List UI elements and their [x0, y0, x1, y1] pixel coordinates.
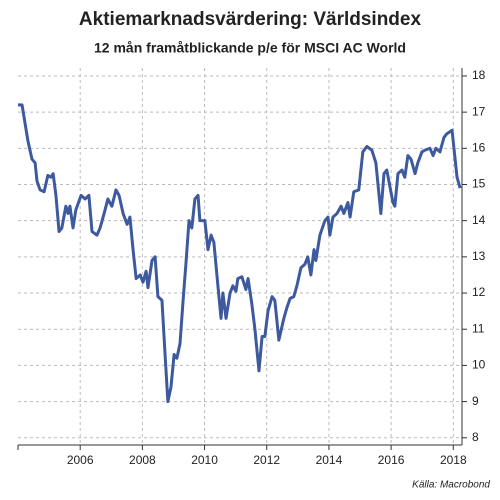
x-tick-label: 2012	[253, 453, 280, 467]
data-line	[18, 103, 462, 404]
x-tick-label: 2008	[129, 453, 156, 467]
y-tick-label: 13	[472, 249, 486, 263]
chart-subtitle: 12 mån framåtblickande p/e för MSCI AC W…	[94, 40, 406, 56]
y-tick-label: 10	[472, 358, 486, 372]
y-tick-label: 9	[472, 394, 479, 408]
x-tick-label: 2010	[191, 453, 218, 467]
source-note: Källa: Macrobond	[412, 480, 490, 491]
x-tick-label: 2018	[440, 453, 467, 467]
x-tick-label: 2014	[316, 453, 343, 467]
y-tick-label: 16	[472, 140, 486, 154]
chart-title: Aktiemarknadsvärdering: Världsindex	[79, 9, 422, 30]
y-tick-label: 15	[472, 177, 486, 191]
x-tick-label: 2006	[67, 453, 94, 467]
y-tick-label: 18	[472, 68, 486, 82]
y-tick-label: 8	[472, 430, 479, 444]
y-tick-label: 14	[472, 213, 486, 227]
y-tick-label: 17	[472, 104, 486, 118]
y-tick-label: 11	[472, 321, 485, 335]
y-tick-label: 12	[472, 285, 486, 299]
x-tick-label: 2016	[378, 453, 405, 467]
